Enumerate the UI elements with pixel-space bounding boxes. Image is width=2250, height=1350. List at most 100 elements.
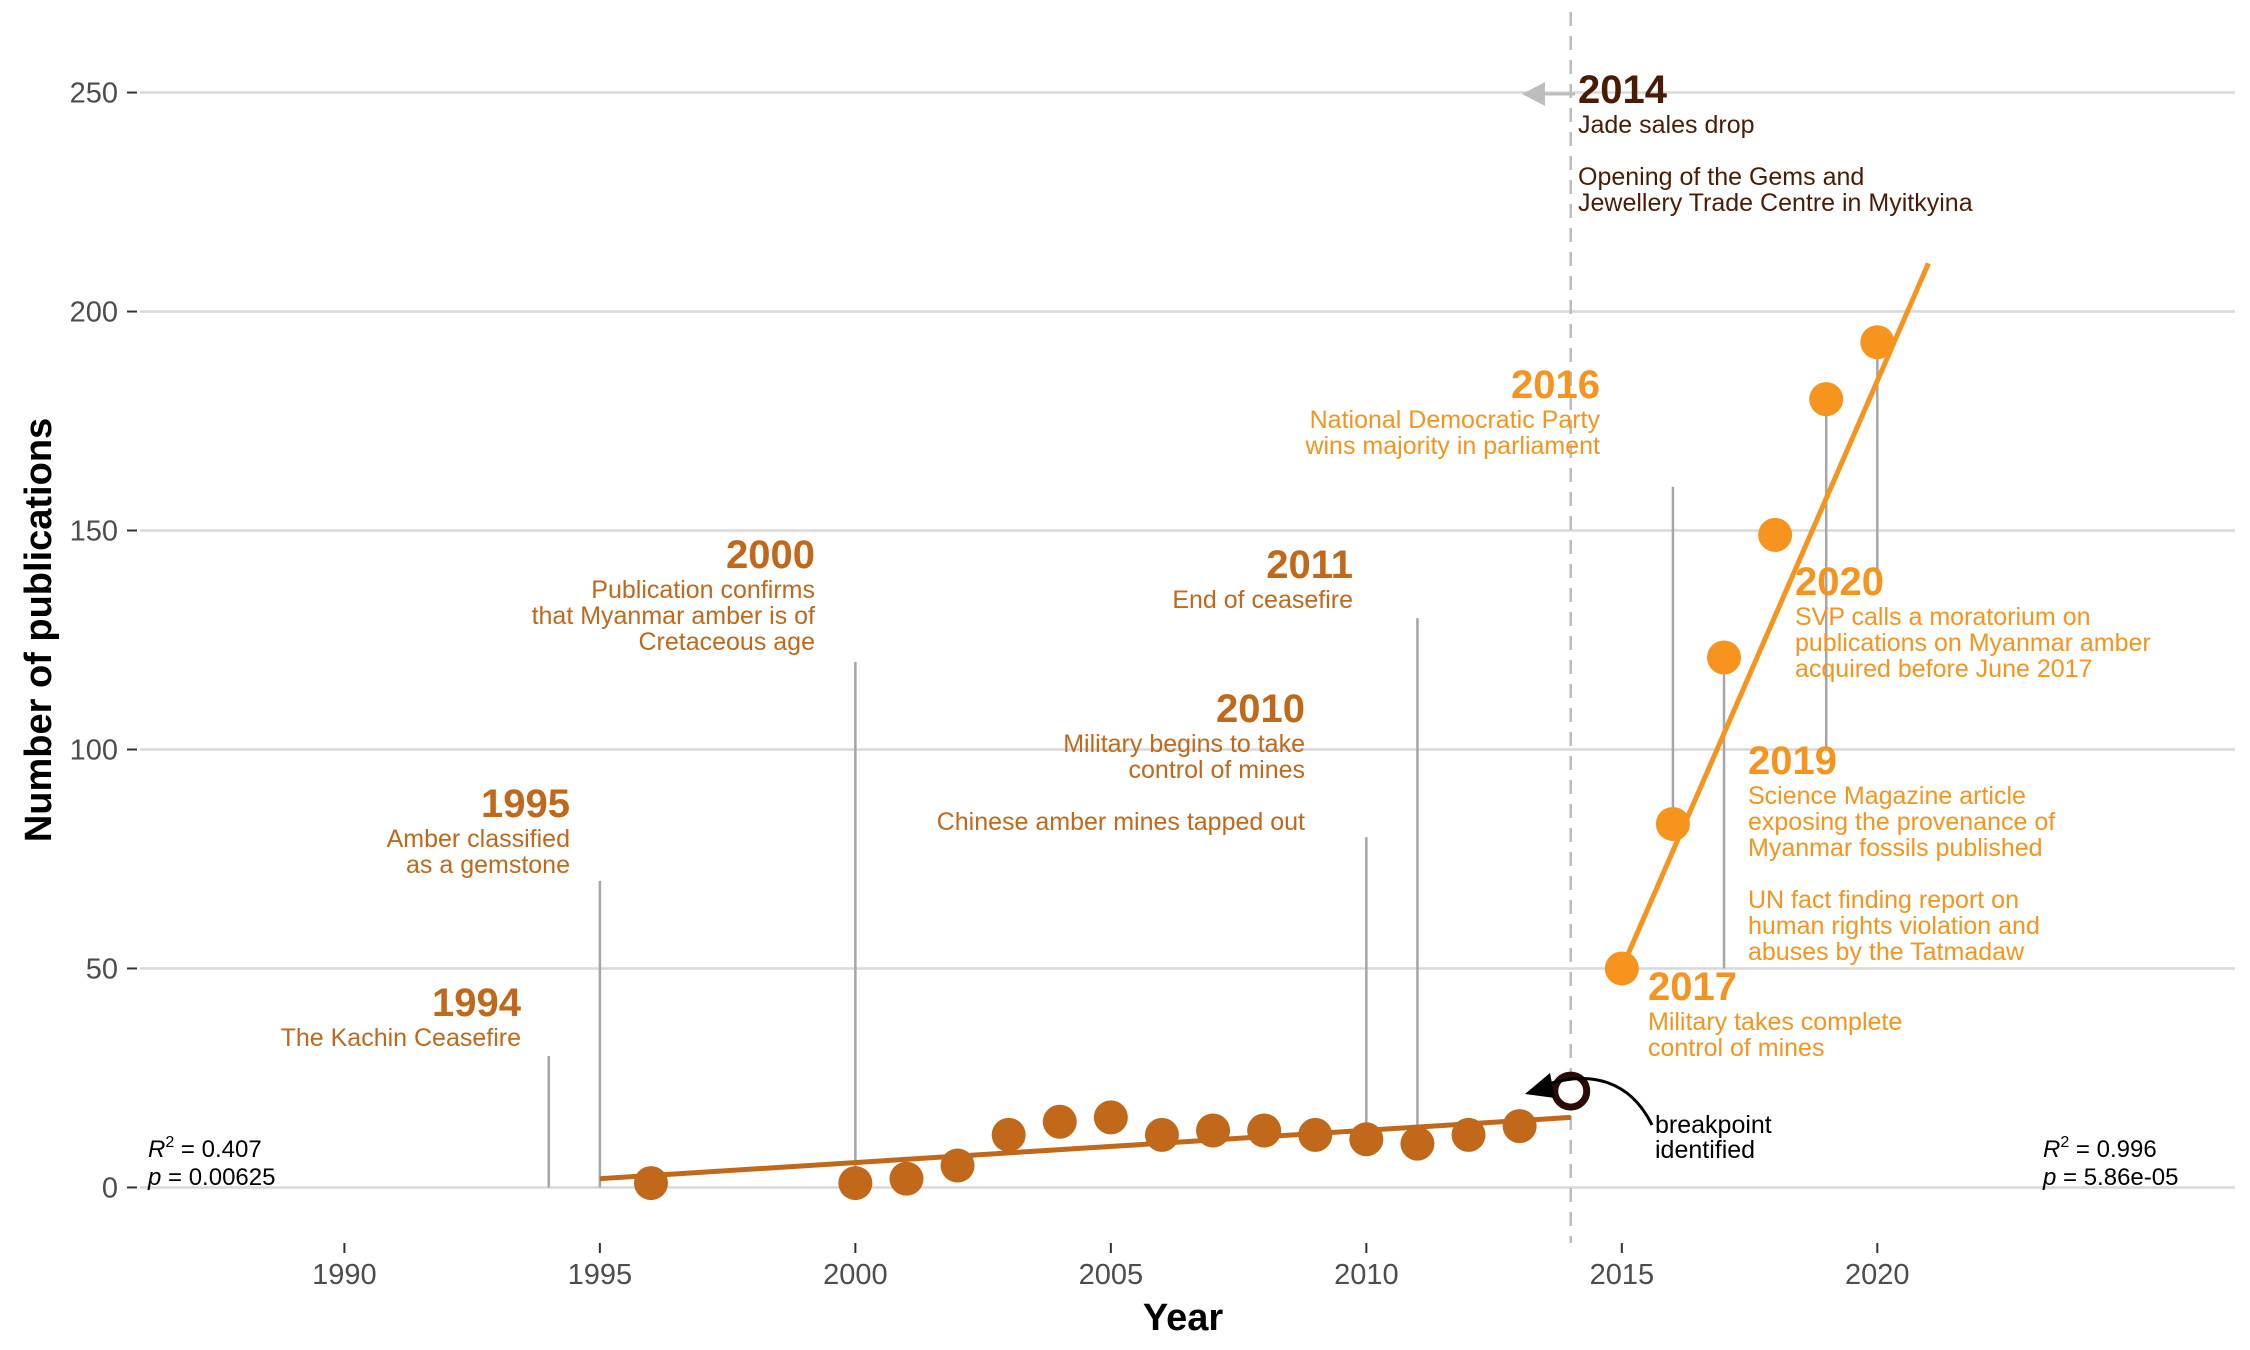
annotation-text-2019-5: human rights violation and bbox=[1748, 912, 2040, 940]
x-axis-title: Year bbox=[1143, 1297, 1224, 1339]
annotation-text-1995-1: as a gemstone bbox=[406, 851, 570, 879]
annotation-year-2011: 2011 bbox=[1266, 543, 1353, 587]
x-tick-label-2010: 2010 bbox=[1334, 1259, 1399, 1291]
annotation-text-2019-1: exposing the provenance of bbox=[1748, 808, 2055, 836]
annotation-text-2020-2: acquired before June 2017 bbox=[1795, 655, 2092, 683]
fit-line-1 bbox=[1619, 262, 1931, 970]
data-point-2015 bbox=[1604, 951, 1639, 986]
x-tick-label-2015: 2015 bbox=[1590, 1259, 1655, 1291]
y-axis-title: Number of publications bbox=[18, 418, 60, 842]
annotation-text-2019-4: UN fact finding report on bbox=[1748, 886, 2019, 914]
annotation-stems bbox=[547, 355, 1879, 1188]
x-axis: 1990 1995 2000 2005 2010 2015 2020 bbox=[312, 1243, 1910, 1291]
breakpoint-label-line-0: breakpoint bbox=[1655, 1111, 1772, 1139]
annotation-year-2000: 2000 bbox=[726, 533, 815, 577]
annotation-text-2000-0: Publication confirms bbox=[591, 576, 815, 604]
x-tick-label-2005: 2005 bbox=[1079, 1259, 1144, 1291]
data-point-1996 bbox=[633, 1166, 668, 1201]
breakpoint-circle bbox=[1551, 1071, 1591, 1111]
data-point-2011 bbox=[1400, 1126, 1435, 1161]
annotation-year-2016: 2016 bbox=[1511, 363, 1600, 407]
annotation-year-2010: 2010 bbox=[1216, 687, 1305, 731]
annotation-year-2019: 2019 bbox=[1748, 739, 1837, 783]
stats-r2-superscript: 2 bbox=[165, 1134, 174, 1151]
data-point-2009 bbox=[1298, 1117, 1333, 1152]
annotation-year-2017: 2017 bbox=[1648, 965, 1737, 1009]
data-point-2007 bbox=[1196, 1113, 1231, 1148]
y-axis: 0 50 100 150 200 250 bbox=[70, 78, 137, 1204]
stats-r2-0: R2 = 0.407 bbox=[148, 1134, 262, 1163]
stats-r2-1: R2 = 0.996 bbox=[2043, 1134, 2157, 1163]
annotation-text-2011-0: End of ceasefire bbox=[1172, 586, 1353, 614]
x-tick-label-2000: 2000 bbox=[823, 1259, 888, 1291]
data-points bbox=[633, 325, 1895, 1201]
annotation-year-1994: 1994 bbox=[432, 981, 522, 1025]
annotation-2014-arrowhead bbox=[1522, 82, 1545, 106]
stats-r2-value: = 0.996 bbox=[2069, 1136, 2156, 1163]
data-point-2017 bbox=[1707, 640, 1742, 675]
annotation-text-2019-6: abuses by the Tatmadaw bbox=[1748, 938, 2025, 966]
stats-p-symbol: p bbox=[2042, 1164, 2056, 1191]
data-point-2018 bbox=[1758, 517, 1793, 552]
breakpoint-label-line-1: identified bbox=[1655, 1136, 1755, 1164]
data-point-2016 bbox=[1655, 806, 1690, 841]
annotation-text-2019-0: Science Magazine article bbox=[1748, 782, 2026, 810]
annotation-text-1995-0: Amber classified bbox=[387, 825, 570, 853]
x-tick-label-1995: 1995 bbox=[568, 1259, 633, 1291]
stats-p-value: = 0.00625 bbox=[161, 1164, 275, 1191]
annotation-text-2019-2: Myanmar fossils published bbox=[1748, 834, 2043, 862]
breakpoint-arrowhead bbox=[1525, 1073, 1555, 1098]
stats-p-1: p = 5.86e-05 bbox=[2042, 1164, 2178, 1191]
annotation-text-2020-0: SVP calls a moratorium on bbox=[1795, 603, 2091, 631]
breakpoint-arrow-curve bbox=[1544, 1077, 1654, 1126]
data-point-2001 bbox=[889, 1161, 924, 1196]
x-tick-label-1990: 1990 bbox=[312, 1259, 377, 1291]
data-point-2002 bbox=[940, 1148, 975, 1183]
data-point-2019 bbox=[1809, 382, 1844, 417]
data-point-2008 bbox=[1247, 1113, 1282, 1148]
annotation-year-1995: 1995 bbox=[481, 782, 570, 826]
data-point-2010 bbox=[1349, 1122, 1384, 1157]
annotation-text-2010-0: Military begins to take bbox=[1063, 730, 1305, 758]
grid-lines bbox=[140, 91, 2235, 1189]
data-point-2013 bbox=[1502, 1109, 1537, 1144]
annotation-text-2014-0: Jade sales drop bbox=[1578, 111, 1755, 139]
annotation-text-2000-1: that Myanmar amber is of bbox=[532, 602, 815, 630]
stats-p-value: = 5.86e-05 bbox=[2056, 1164, 2178, 1191]
annotation-text-2017-0: Military takes complete bbox=[1648, 1008, 1902, 1036]
annotation-text-2010-1: control of mines bbox=[1129, 756, 1305, 784]
annotation-year-2020: 2020 bbox=[1795, 560, 1884, 604]
data-point-2020 bbox=[1860, 325, 1895, 360]
stats-p-0: p = 0.00625 bbox=[147, 1164, 275, 1191]
annotation-text-2020-1: publications on Myanmar amber bbox=[1795, 629, 2151, 657]
fit-line-0 bbox=[599, 1114, 1571, 1182]
stats-r2-superscript: 2 bbox=[2060, 1134, 2069, 1151]
fit-lines bbox=[599, 262, 1931, 1182]
annotation-text-2014-3: Jewellery Trade Centre in Myitkyina bbox=[1578, 189, 1973, 217]
stats-r2-symbol: R bbox=[2043, 1136, 2060, 1163]
annotation-text-2014-2: Opening of the Gems and bbox=[1578, 163, 1864, 191]
y-tick-label-100: 100 bbox=[70, 734, 118, 766]
annotation-text-1994-0: The Kachin Ceasefire bbox=[281, 1024, 521, 1052]
stats-r2-value: = 0.407 bbox=[174, 1136, 261, 1163]
annotation-text-2016-1: wins majority in parliament bbox=[1304, 432, 1600, 460]
annotation-text-2010-3: Chinese amber mines tapped out bbox=[937, 808, 1305, 836]
data-point-2004 bbox=[1042, 1104, 1077, 1139]
stats-r2-symbol: R bbox=[148, 1136, 165, 1163]
data-point-2012 bbox=[1451, 1117, 1486, 1152]
annotation-text-2016-0: National Democratic Party bbox=[1310, 406, 1601, 434]
